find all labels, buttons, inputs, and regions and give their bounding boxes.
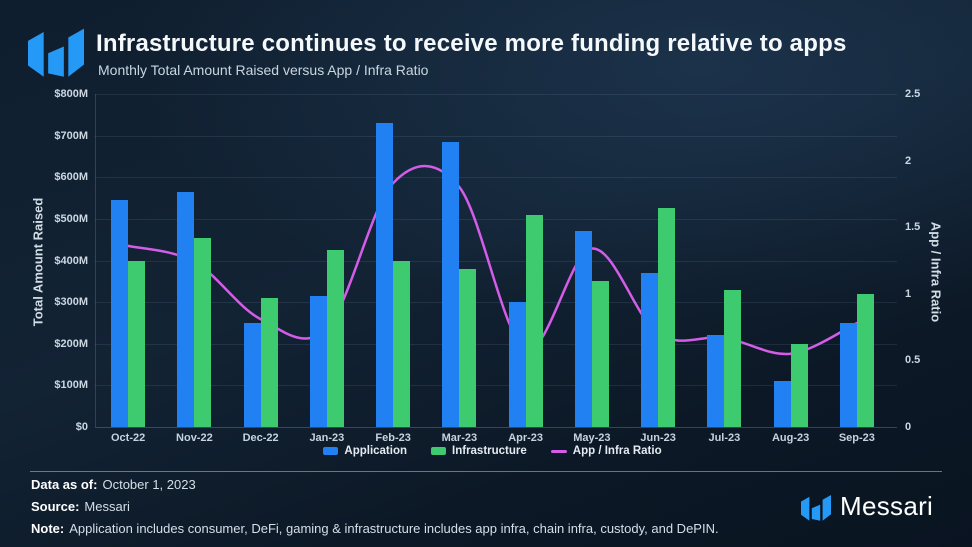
bar-infrastructure-Apr-23: [525, 214, 543, 427]
left-tick-label: $500M: [54, 212, 88, 225]
x-tick-label-May-23: May-23: [573, 432, 611, 444]
right-tick-label: 0.5: [905, 354, 921, 367]
bar-infrastructure-Oct-22: [128, 260, 146, 427]
right-tick-label: 0: [905, 421, 912, 433]
source: Source: Messari: [31, 499, 130, 514]
x-tick-label-Oct-22: Oct-22: [111, 432, 146, 444]
bar-application-Jul-23: [707, 335, 725, 427]
chart-subtitle: Monthly Total Amount Raised versus App /…: [98, 62, 429, 78]
note-label: Note:: [31, 521, 65, 536]
x-tick-label-Mar-23: Mar-23: [441, 432, 478, 444]
bar-application-Nov-22: [177, 191, 195, 427]
legend-item-infrastructure: Infrastructure: [431, 445, 527, 457]
bar-infrastructure-Nov-22: [194, 237, 212, 427]
bar-application-Sep-23: [839, 322, 857, 427]
bar-infrastructure-Jul-23: [724, 289, 742, 427]
bar-infrastructure-Dec-22: [260, 297, 278, 427]
x-tick-label-Jan-23: Jan-23: [309, 432, 345, 444]
right-tick-label: 2.5: [905, 88, 921, 100]
left-tick-label: $800M: [54, 88, 88, 100]
bar-infrastructure-Mar-23: [459, 268, 477, 427]
application-swatch: [323, 447, 339, 455]
right-tick-label: 1.5: [905, 221, 921, 234]
gridline: [95, 135, 897, 137]
left-tick-label: $600M: [54, 171, 88, 184]
messari-brand-icon: [801, 494, 831, 521]
bar-application-Dec-22: [243, 322, 261, 427]
x-tick-label-Apr-23: Apr-23: [508, 432, 544, 444]
bar-infrastructure-Jun-23: [658, 208, 676, 427]
chart-legend: Application Infrastructure App / Infra R…: [95, 445, 890, 457]
note: Note: Application includes consumer, DeFi…: [31, 521, 719, 536]
footer-divider: [30, 471, 942, 472]
footer-brand: Messari: [801, 491, 933, 522]
legend-item-application: Application: [323, 445, 407, 457]
messari-logo-icon: [28, 28, 84, 77]
legend-item-ratio: App / Infra Ratio: [550, 445, 662, 457]
legend-label: Application: [344, 445, 408, 457]
x-tick-label-Aug-23: Aug-23: [771, 432, 810, 444]
bar-infrastructure-Sep-23: [856, 293, 874, 427]
page-title: Infrastructure continues to receive more…: [96, 30, 847, 57]
ratio-line-swatch: [550, 449, 567, 453]
left-tick-label: $100M: [54, 379, 88, 392]
x-tick-label-Dec-22: Dec-22: [242, 432, 279, 444]
left-tick-label: $0: [75, 421, 88, 433]
gridline: [95, 94, 897, 95]
bar-infrastructure-Jan-23: [326, 250, 344, 427]
gridline: [95, 177, 897, 179]
bar-infrastructure-Feb-23: [393, 260, 411, 427]
bar-application-Oct-22: [111, 200, 129, 427]
x-tick-label-Nov-22: Nov-22: [176, 432, 213, 444]
data-as-of-label: Data as of:: [31, 477, 98, 492]
gridline: [95, 385, 897, 387]
bar-infrastructure-Aug-23: [790, 343, 808, 427]
data-as-of: Data as of: October 1, 2023: [31, 477, 196, 492]
left-tick-label: $200M: [54, 337, 88, 350]
bar-application-Feb-23: [376, 123, 394, 427]
left-tick-label: $400M: [54, 254, 88, 267]
x-tick-label-Jun-23: Jun-23: [640, 432, 676, 444]
left-tick-label: $300M: [54, 296, 88, 309]
bar-application-Apr-23: [508, 302, 526, 427]
bar-application-Jun-23: [641, 272, 659, 427]
left-tick-label: $700M: [54, 129, 88, 142]
legend-label: Infrastructure: [452, 445, 527, 457]
bar-application-May-23: [574, 231, 592, 427]
right-tick-label: 1: [905, 287, 912, 300]
legend-label: App / Infra Ratio: [572, 445, 662, 457]
bar-infrastructure-May-23: [591, 281, 609, 427]
gridline: [95, 427, 897, 428]
source-value: Messari: [84, 499, 130, 514]
x-tick-label-Jul-23: Jul-23: [708, 432, 741, 444]
brand-wordmark: Messari: [840, 491, 934, 521]
right-axis-title: App / Infra Ratio: [928, 221, 944, 323]
source-label: Source:: [31, 499, 80, 514]
gridline: [95, 260, 897, 262]
bar-application-Jan-23: [309, 295, 327, 427]
data-as-of-value: October 1, 2023: [102, 477, 196, 492]
bar-application-Mar-23: [442, 141, 460, 427]
x-tick-label-Sep-23: Sep-23: [838, 432, 875, 444]
right-tick-label: 2: [905, 154, 912, 167]
x-tick-label-Feb-23: Feb-23: [375, 432, 411, 444]
left-axis-line: [95, 94, 96, 427]
gridline: [95, 302, 897, 304]
infrastructure-swatch: [431, 447, 447, 455]
bar-application-Aug-23: [773, 381, 791, 427]
gridline: [95, 343, 897, 345]
gridline: [95, 218, 897, 220]
note-value: Application includes consumer, DeFi, gam…: [69, 521, 719, 536]
